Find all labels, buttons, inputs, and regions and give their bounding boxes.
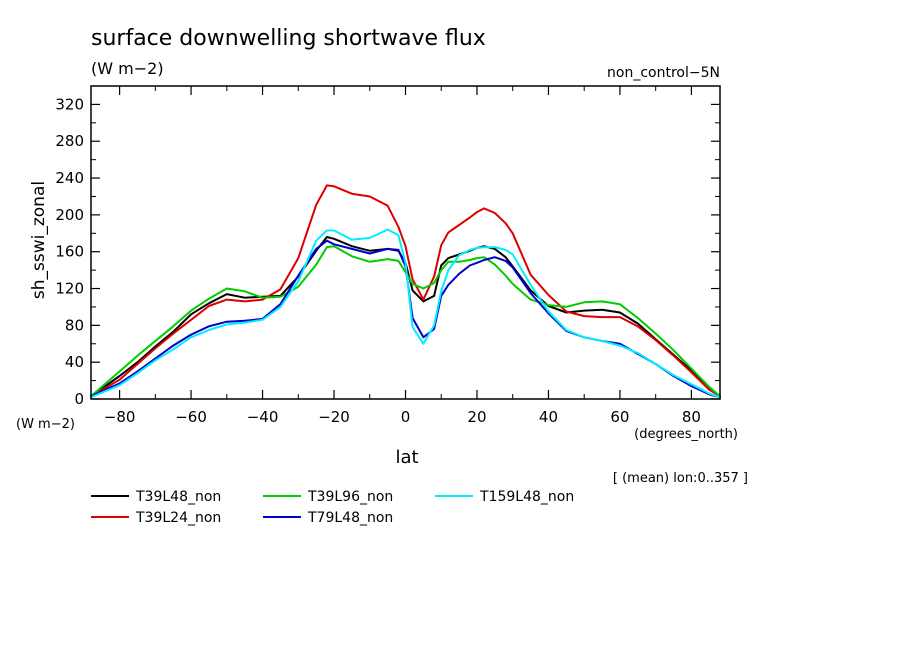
y-tick-label: 320 xyxy=(55,95,84,113)
experiment-label: non_control−5N xyxy=(607,65,720,81)
x-tick-label: 60 xyxy=(610,408,629,426)
x-axis-label: lat xyxy=(395,447,418,468)
legend-label: T39L96_non xyxy=(307,489,393,505)
y-tick-label: 200 xyxy=(55,206,84,224)
y-axis-units: (W m−2) xyxy=(16,417,75,432)
legend-label: T159L48_non xyxy=(479,489,574,505)
x-axis-units: (degrees_north) xyxy=(634,427,738,442)
y-tick-label: 160 xyxy=(55,243,84,261)
x-tick-label: 40 xyxy=(539,408,558,426)
x-tick-label: 0 xyxy=(401,408,411,426)
x-tick-label: 80 xyxy=(682,408,701,426)
series-line-T159L48_non xyxy=(90,228,721,399)
series-line-T39L96_non xyxy=(90,245,721,398)
chart-subtitle: (W m−2) xyxy=(91,59,164,78)
legend-label: T39L48_non xyxy=(135,489,221,505)
chart-title: surface downwelling shortwave flux xyxy=(91,26,486,51)
legend-label: T79L48_non xyxy=(307,510,393,526)
plot-frame xyxy=(90,85,721,400)
x-tick-label: 20 xyxy=(467,408,486,426)
plot-marks xyxy=(90,184,721,399)
x-tick-label: −60 xyxy=(175,408,207,426)
y-axis-label: sh_sswi_zonal xyxy=(29,181,49,299)
x-tick-label: −20 xyxy=(318,408,350,426)
series-line-T39L24_non xyxy=(90,184,721,398)
legend-label: T39L24_non xyxy=(135,510,221,526)
legend: T39L48_non T39L24_non T39L96_non T79L48_non… xyxy=(91,489,574,526)
y-tick-label: 40 xyxy=(65,353,84,371)
axis-ticks: −80 −60 −40 −20 0 20 40 60 80 0 40 80 120 160 200 240 28… xyxy=(55,85,720,426)
y-tick-label: 80 xyxy=(65,316,84,334)
series-line-T39L48_non xyxy=(90,236,721,398)
footnote: [ (mean) lon:0..357 ] xyxy=(613,471,748,486)
y-tick-label: 0 xyxy=(74,390,84,408)
y-tick-label: 280 xyxy=(55,132,84,150)
x-tick-label: −40 xyxy=(247,408,279,426)
x-tick-label: −80 xyxy=(104,408,136,426)
y-tick-label: 240 xyxy=(55,169,84,187)
y-tick-label: 120 xyxy=(55,280,84,298)
